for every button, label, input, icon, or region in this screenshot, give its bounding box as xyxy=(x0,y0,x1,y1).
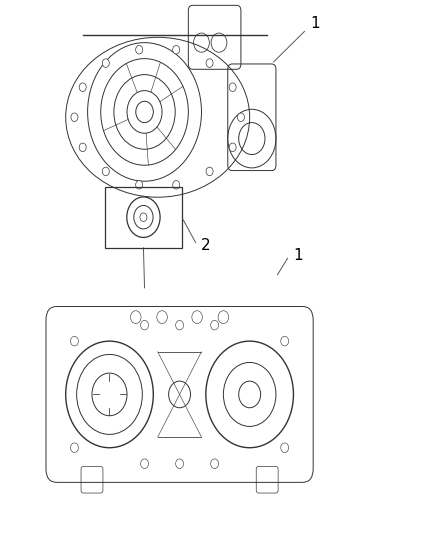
Circle shape xyxy=(211,459,219,469)
Circle shape xyxy=(176,320,184,330)
Circle shape xyxy=(157,311,167,324)
Circle shape xyxy=(102,59,110,67)
Circle shape xyxy=(141,459,148,469)
Circle shape xyxy=(218,311,229,324)
Circle shape xyxy=(192,311,202,324)
Text: 1: 1 xyxy=(293,248,303,263)
Circle shape xyxy=(281,443,289,453)
Circle shape xyxy=(71,113,78,122)
Circle shape xyxy=(141,320,148,330)
Circle shape xyxy=(173,45,180,54)
Circle shape xyxy=(79,143,86,151)
Circle shape xyxy=(176,459,184,469)
Circle shape xyxy=(131,311,141,324)
Circle shape xyxy=(206,167,213,176)
Circle shape xyxy=(237,113,244,122)
Circle shape xyxy=(136,45,143,54)
Circle shape xyxy=(206,59,213,67)
Circle shape xyxy=(173,181,180,189)
Circle shape xyxy=(136,181,143,189)
Circle shape xyxy=(281,336,289,346)
Circle shape xyxy=(71,336,78,346)
Text: 1: 1 xyxy=(311,17,320,31)
Bar xyxy=(105,187,182,248)
Circle shape xyxy=(229,143,236,151)
Circle shape xyxy=(79,83,86,92)
Circle shape xyxy=(229,83,236,92)
Circle shape xyxy=(211,320,219,330)
Circle shape xyxy=(102,167,110,176)
Text: 2: 2 xyxy=(201,238,211,253)
Circle shape xyxy=(71,443,78,453)
